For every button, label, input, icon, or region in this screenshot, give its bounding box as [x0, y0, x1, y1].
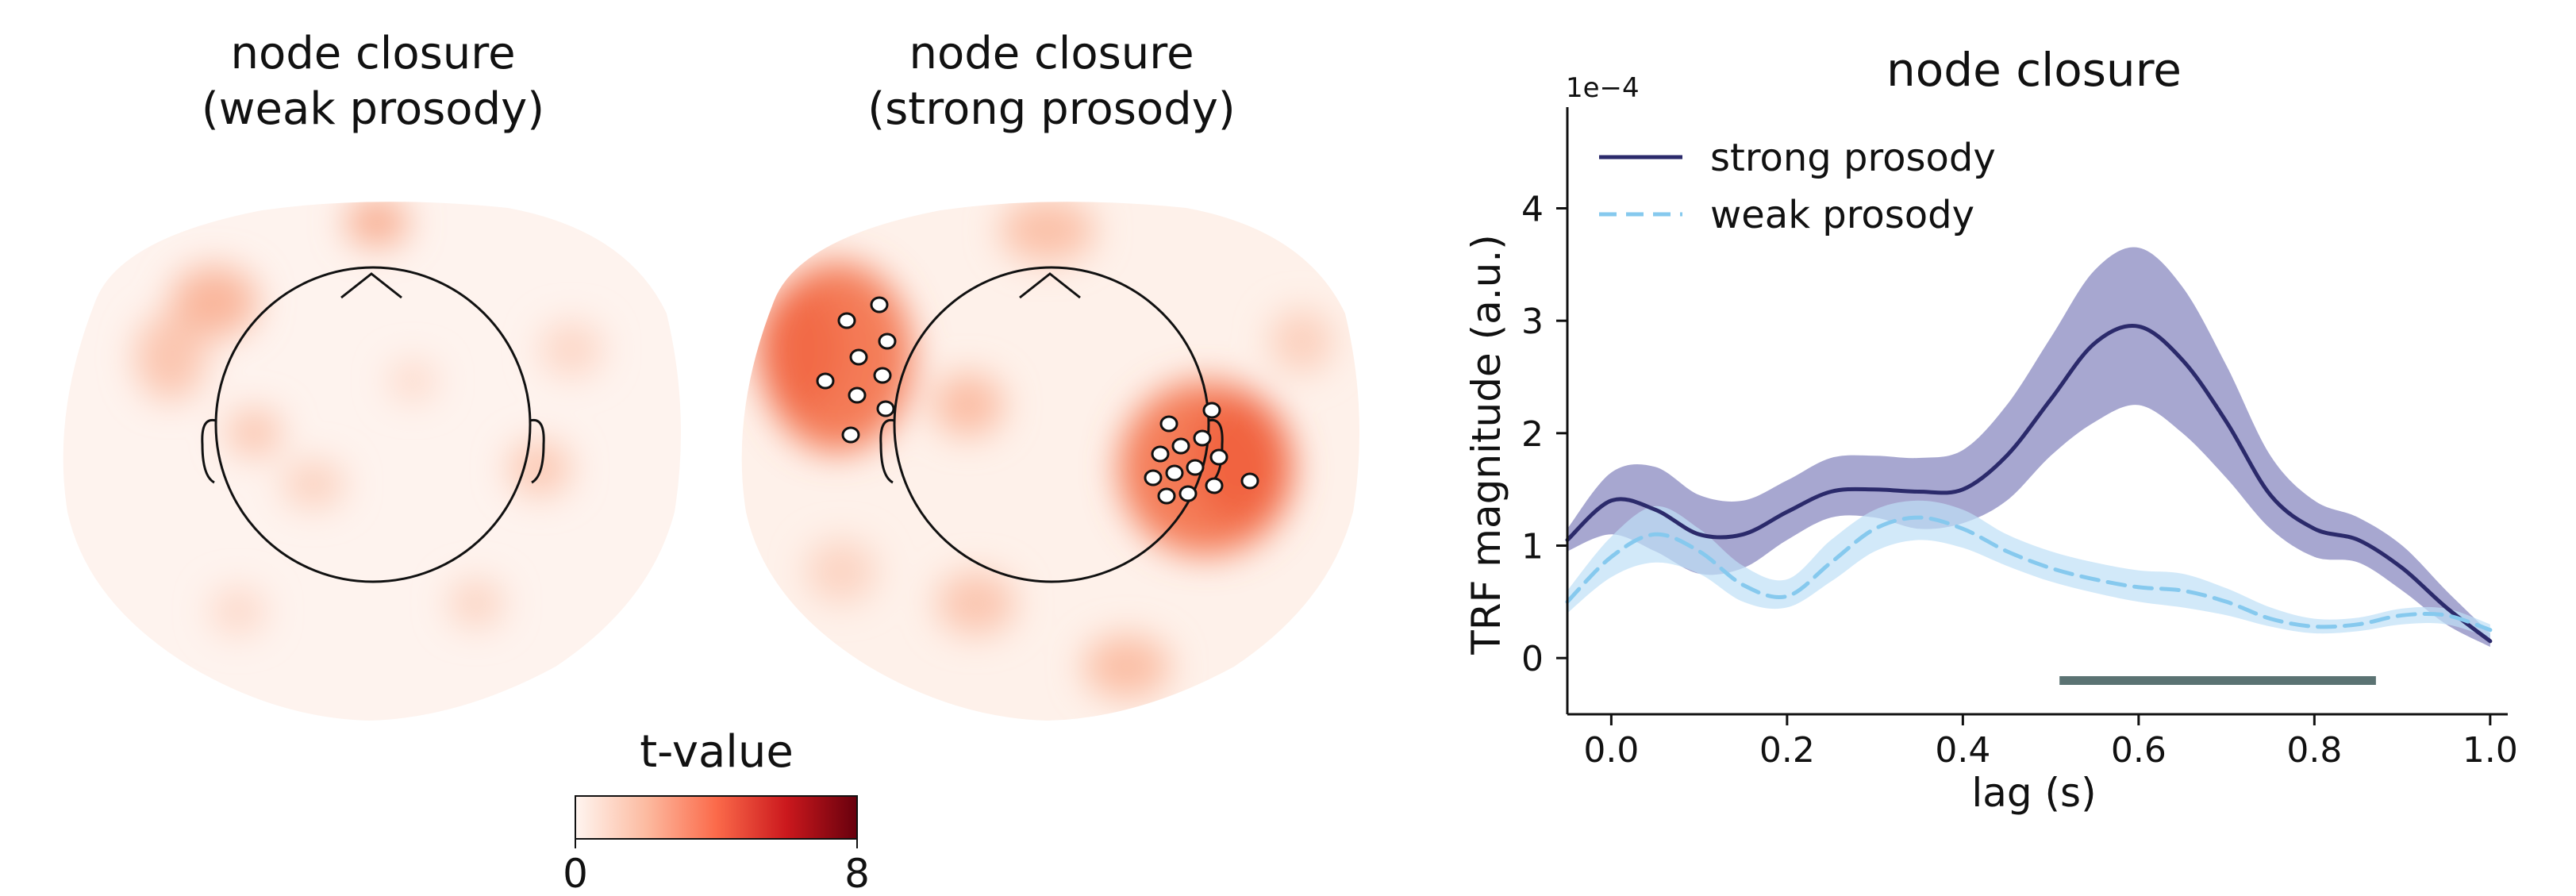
- colorbar-gradient: [575, 795, 858, 840]
- sensor-marker: [1151, 445, 1170, 463]
- axes: [1556, 107, 2508, 725]
- tick-labels: 0.0 0.2 0.4 0.6 0.8 1.0 0 1 2 3 4: [1521, 190, 2518, 771]
- y-tick-label: 1: [1521, 527, 1544, 567]
- y-scale-offset-label: 1e−4: [1566, 72, 1640, 104]
- sensor-marker: [1202, 402, 1221, 419]
- colorbar-label: t-value: [640, 726, 794, 778]
- colorbar-max-label: 8: [844, 851, 870, 896]
- x-tick-label: 0.8: [2286, 730, 2342, 771]
- confidence-band-strong-prosody: [1567, 247, 2490, 647]
- y-tick-label: 3: [1521, 302, 1544, 342]
- chart-title: node closure: [1886, 43, 2182, 97]
- sensor-marker: [837, 312, 856, 329]
- topomap-strong-head-outline: [879, 266, 1224, 583]
- topomap-weak-title-line1: node closure: [230, 28, 515, 79]
- sensor-marker: [1193, 429, 1212, 447]
- x-tick-label: 0.0: [1583, 730, 1639, 771]
- sensor-marker: [848, 386, 867, 404]
- sensor-marker: [1144, 469, 1163, 486]
- sensor-marker: [870, 296, 889, 313]
- topomap-strong-sensors: [816, 296, 1259, 505]
- sensor-marker: [1159, 415, 1178, 433]
- topomap-strong-title-line2: (strong prosody): [867, 83, 1235, 135]
- colorbar: t-value 0 8: [563, 726, 870, 896]
- sensor-marker: [1171, 437, 1190, 455]
- sensor-marker: [1209, 448, 1228, 466]
- sensor-marker: [1186, 459, 1205, 476]
- confidence-bands: [1567, 247, 2490, 647]
- topomap-strong-panel: node closure (strong prosody): [741, 28, 1359, 721]
- sensor-marker: [878, 333, 897, 350]
- x-tick-label: 0.2: [1759, 730, 1815, 771]
- topomap-weak-head-outline: [201, 266, 545, 583]
- sensor-marker: [873, 367, 892, 384]
- topomap-weak-panel: node closure (weak prosody): [63, 28, 681, 721]
- trf-line-chart: node closure 1e−4 TRF magnitude (a.u.) l…: [1463, 43, 2518, 816]
- y-tick-label: 2: [1521, 414, 1544, 455]
- topomap-weak-title-line2: (weak prosody): [202, 83, 544, 135]
- y-tick-label: 4: [1521, 190, 1544, 230]
- x-axis-label: lag (s): [1971, 770, 2096, 816]
- sensor-marker: [1157, 487, 1176, 505]
- series-lines: [1565, 324, 2493, 644]
- y-axis-label: TRF magnitude (a.u.): [1463, 234, 1509, 655]
- topomap-strong-title-line1: node closure: [909, 28, 1194, 79]
- sensor-marker: [1205, 477, 1224, 494]
- legend-label-weak-prosody: weak prosody: [1710, 193, 1974, 237]
- sensor-marker: [1178, 485, 1198, 502]
- sensor-marker: [1165, 464, 1184, 482]
- series-line-weak-prosody: [1565, 515, 2493, 633]
- colorbar-min-label: 0: [563, 851, 588, 896]
- series-line-strong-prosody: [1565, 324, 2493, 644]
- sensor-marker: [1240, 472, 1259, 490]
- topomap-strong-heatmap: [741, 202, 1359, 721]
- x-tick-label: 0.4: [1935, 730, 1990, 771]
- topomap-weak-heatmap: [63, 202, 681, 721]
- x-tick-label: 0.6: [2111, 730, 2167, 771]
- sensor-marker: [816, 372, 835, 390]
- confidence-band-weak-prosody: [1567, 500, 2490, 638]
- y-tick-label: 0: [1521, 639, 1544, 679]
- x-tick-label: 1.0: [2463, 730, 2518, 771]
- sensor-marker: [841, 426, 860, 444]
- legend: strong prosody weak prosody: [1599, 136, 1996, 237]
- sensor-marker: [876, 400, 895, 417]
- legend-label-strong-prosody: strong prosody: [1710, 136, 1996, 180]
- sensor-marker: [849, 348, 868, 366]
